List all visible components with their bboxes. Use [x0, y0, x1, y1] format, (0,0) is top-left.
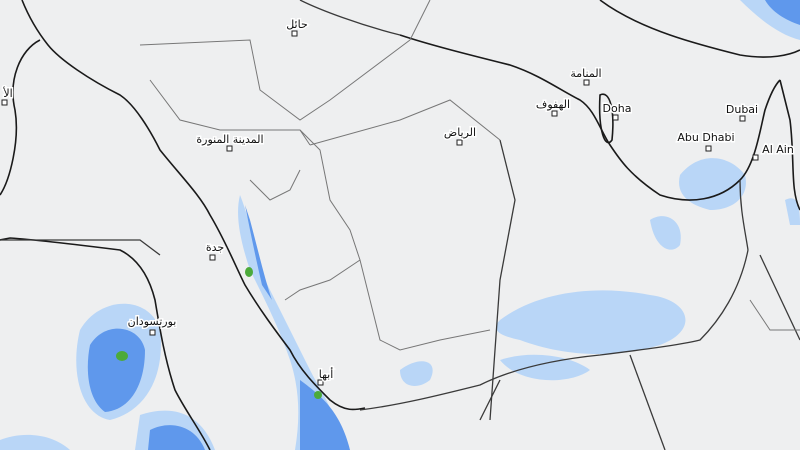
- city-marker: [209, 254, 216, 261]
- city-marker: [291, 30, 298, 37]
- city-marker: [226, 145, 233, 152]
- city-marker: [705, 145, 712, 152]
- city-label: بورتسودان: [128, 315, 177, 328]
- city-marker: [1, 99, 8, 106]
- city-marker: [752, 154, 759, 161]
- city-label: الرياض: [444, 126, 476, 139]
- city-labels: حائل المدينة المنورة الرياض المنامة الهف…: [1, 17, 795, 386]
- city-marker: [317, 379, 324, 386]
- city-label: Abu Dhabi: [677, 131, 734, 144]
- city-marker: [456, 139, 463, 146]
- city-label: المنامة: [570, 67, 601, 80]
- city-marker: [551, 110, 558, 117]
- city-label: المدينة المنورة: [196, 133, 263, 146]
- city-label: Al Ain: [762, 143, 794, 156]
- city-marker: [612, 114, 619, 121]
- city-label: جدة: [206, 241, 224, 254]
- city-label: أبها: [319, 367, 334, 381]
- city-label: حائل: [286, 18, 308, 31]
- city-label: الأ: [2, 86, 12, 100]
- city-label: Dubai: [726, 103, 758, 116]
- city-label: Doha: [603, 102, 632, 115]
- city-marker: [149, 329, 156, 336]
- city-marker: [739, 115, 746, 122]
- city-marker: [583, 79, 590, 86]
- city-label: الهفوف: [536, 98, 570, 111]
- admin-lines: [139, 0, 800, 351]
